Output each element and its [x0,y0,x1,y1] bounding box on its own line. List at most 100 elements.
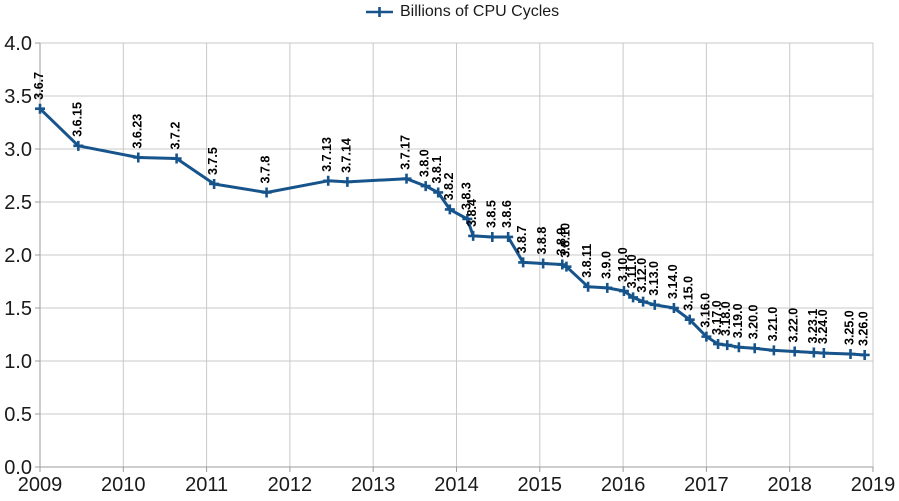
data-point-marker [35,103,45,114]
y-axis-tick-label: 2.5 [4,192,32,214]
data-point-marker [789,346,800,357]
data-point-marker [561,261,572,272]
data-point-label: 3.14.0 [666,264,680,299]
data-point-marker [649,299,660,310]
data-point-label: 3.13.0 [647,261,661,296]
data-point-marker [73,140,84,151]
data-point-marker [749,343,760,354]
data-point-marker [701,331,712,342]
data-point-marker [583,281,594,292]
data-point-label: 3.8.7 [515,226,529,254]
data-point-label: 3.19.0 [731,303,745,338]
y-axis-tick-label: 0.5 [4,404,32,426]
data-point-marker [538,258,549,269]
data-point-label: 3.7.5 [206,147,220,175]
x-axis-tick-label: 2015 [518,474,563,496]
data-point-marker [420,181,431,192]
data-point-marker [618,286,629,297]
data-point-label: 3.6.7 [32,72,46,100]
data-point-label: 3.18.0 [719,301,733,336]
data-point-marker [668,303,679,313]
data-point-label: 3.26.0 [857,311,871,346]
data-point-marker [713,339,724,350]
data-point-label: 3.8.0 [418,149,432,177]
data-point-label: 3.8.6 [500,200,514,228]
data-point-label: 3.8.11 [580,244,594,278]
data-point-label: 3.21.0 [766,307,780,342]
data-point-marker [845,349,856,360]
data-point-label: 3.7.8 [259,156,273,184]
data-point-label: 3.7.13 [320,137,334,172]
data-point-label: 3.7.2 [169,122,183,150]
x-axis-tick-label: 2012 [268,474,313,496]
y-axis-tick-label: 1.0 [4,351,32,373]
data-point-label: 3.8.4 [465,199,479,227]
data-point-marker [209,178,220,189]
x-axis-tick-label: 2009 [18,474,63,496]
data-point-label: 3.23.1 [806,309,820,344]
data-point-marker [768,345,779,356]
data-point-marker [518,257,529,268]
data-point-label: 3.12.0 [635,258,649,293]
data-point-label: 3.8.5 [484,200,498,228]
data-point-marker [808,347,819,358]
data-point-label: 3.8.3 [459,182,473,210]
x-axis-tick-label: 2019 [851,474,896,496]
data-point-label: 3.7.14 [339,138,353,173]
y-axis-tick-label: 4.0 [4,33,32,55]
data-point-label: 3.8.9 [554,228,568,256]
data-point-label: 3.6.15 [70,102,84,137]
data-point-label: 3.22.0 [787,308,801,343]
data-point-marker [859,349,870,360]
data-point-marker [433,187,444,198]
data-point-marker [462,213,473,224]
legend-series-marker-icon [366,7,393,17]
y-axis-tick-label: 2.0 [4,245,32,267]
data-point-label: 3.8.1 [430,156,444,184]
x-axis-tick-label: 2011 [185,474,228,496]
x-axis-tick-label: 2014 [434,474,479,496]
data-point-marker [133,152,144,163]
data-point-label: 3.25.0 [843,310,857,345]
y-axis-tick-label: 3.5 [4,86,32,108]
data-point-label: 3.6.23 [130,114,144,149]
chart-legend: Billions of CPU Cycles [366,3,559,21]
data-point-label: 3.8.8 [535,227,549,255]
data-point-label: 3.15.0 [682,276,696,311]
x-axis-tick-label: 2013 [351,474,396,496]
x-axis-tick-label: 2010 [101,474,146,496]
data-point-label: 3.16.0 [698,293,712,328]
x-axis-tick-label: 2016 [601,474,646,496]
data-point-marker [503,231,514,242]
data-point-label: 3.8.10 [559,223,573,258]
data-point-marker [261,187,272,198]
data-point-marker [818,348,829,359]
data-point-label: 3.9.0 [599,251,613,279]
data-point-marker [342,176,353,187]
data-point-marker [684,314,695,325]
x-axis-tick-label: 2017 [684,474,729,496]
data-point-label: 3.20.0 [747,304,761,339]
data-point-label: 3.17.0 [710,300,724,335]
data-point-marker [722,340,733,351]
data-point-marker [487,231,498,242]
data-point-label: 3.24.0 [816,309,830,344]
data-point-marker [323,175,334,186]
data-point-label: 3.10.0 [616,247,630,282]
data-point-marker [468,230,479,241]
legend-label: Billions of CPU Cycles [400,3,560,20]
data-point-marker [628,292,639,303]
y-axis-tick-label: 3.0 [4,139,32,161]
data-point-marker [733,342,744,353]
data-point-label: 3.11.0 [625,254,639,288]
data-point-marker [444,204,455,215]
y-axis-tick-label: 1.5 [4,298,32,320]
data-point-marker [602,282,613,293]
data-point-marker [401,173,412,184]
x-axis-tick-label: 2018 [767,474,812,496]
data-point-marker [638,296,649,307]
data-point-marker [171,153,182,164]
y-axis-tick-label: 0.0 [4,457,32,479]
